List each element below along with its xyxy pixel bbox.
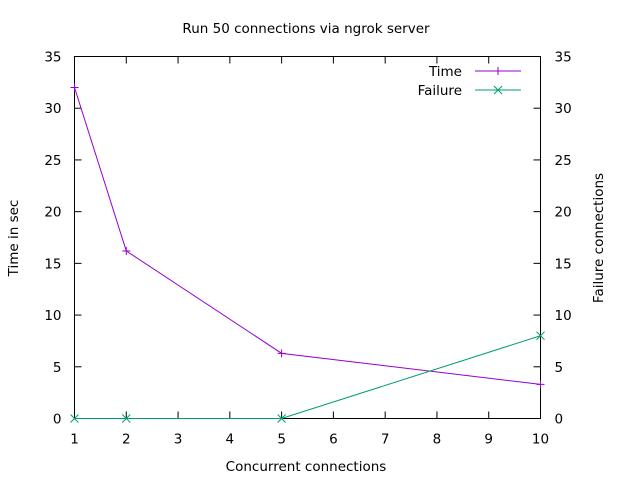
plot-frame xyxy=(74,56,541,419)
legend-marker xyxy=(494,67,502,75)
y-tick-label: 20 xyxy=(44,205,61,221)
y-tick-label: 30 xyxy=(44,101,61,117)
y2-tick-label: 20 xyxy=(555,205,572,221)
chart-title: Run 50 connections via ngrok server xyxy=(182,21,430,37)
y-tick-label: 35 xyxy=(44,50,61,66)
data-point-marker xyxy=(70,83,79,92)
y-axis-label: Time in sec xyxy=(6,200,22,278)
data-point-marker xyxy=(121,414,131,423)
y-tick-label: 10 xyxy=(44,308,61,324)
series-line xyxy=(74,335,541,419)
x-tick-label: 4 xyxy=(226,432,235,448)
legend-marker xyxy=(493,85,503,95)
x-tick-label: 10 xyxy=(532,432,549,448)
x-tick-label: 2 xyxy=(122,432,131,448)
data-point-marker xyxy=(122,246,131,255)
x-tick-label: 1 xyxy=(70,432,79,448)
legend-label: Failure xyxy=(418,83,462,99)
data-point-marker xyxy=(70,414,79,423)
x-tick-label: 9 xyxy=(484,432,493,448)
y2-tick-label: 10 xyxy=(555,308,572,324)
data-point-marker xyxy=(277,349,286,358)
y2-axis-ticks: 0 5 10 15 20 25 30 35 xyxy=(533,50,572,428)
series-failure xyxy=(70,331,545,423)
x-axis-ticks: 1 2 3 4 5 6 7 8 9 10 xyxy=(70,56,549,448)
legend: Time Failure xyxy=(418,64,521,99)
series-time xyxy=(70,83,545,389)
series-layer xyxy=(70,83,545,423)
legend-label: Time xyxy=(428,64,462,80)
y-tick-label: 25 xyxy=(44,153,61,169)
x-tick-label: 7 xyxy=(381,432,390,448)
x-axis-label: Concurrent connections xyxy=(226,459,387,475)
x-tick-label: 5 xyxy=(277,432,286,448)
data-point-marker xyxy=(536,380,545,389)
y2-tick-label: 0 xyxy=(555,412,564,428)
y2-tick-label: 30 xyxy=(555,101,572,117)
data-point-marker xyxy=(277,414,286,423)
x-tick-label: 6 xyxy=(329,432,338,448)
y-tick-label: 15 xyxy=(44,256,61,272)
y2-axis-label: Failure connections xyxy=(591,173,607,303)
series-line xyxy=(74,87,541,385)
x-tick-label: 3 xyxy=(174,432,183,448)
y2-tick-label: 35 xyxy=(555,50,572,66)
y2-tick-label: 5 xyxy=(555,360,564,376)
y-tick-label: 0 xyxy=(53,412,62,428)
data-point-marker xyxy=(536,331,545,341)
y-axis-ticks: 0 5 10 15 20 25 30 35 xyxy=(44,50,82,428)
x-tick-label: 8 xyxy=(433,432,442,448)
y2-tick-label: 15 xyxy=(555,256,572,272)
y-tick-label: 5 xyxy=(53,360,62,376)
y2-tick-label: 25 xyxy=(555,153,572,169)
